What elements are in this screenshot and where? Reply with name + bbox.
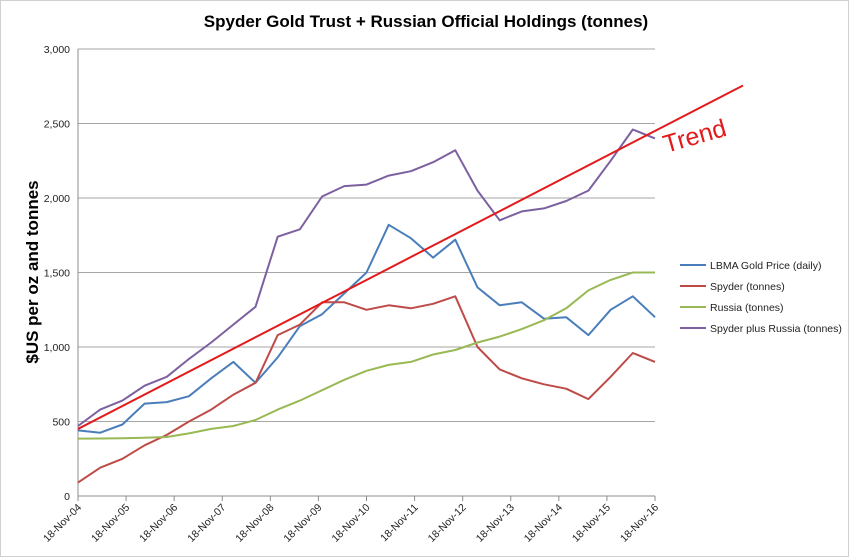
legend: LBMA Gold Price (daily) Spyder (tonnes) Ru… [680,260,842,335]
x-tick-label: 18-Nov-12 [426,502,469,545]
chart-title: Spyder Gold Trust + Russian Official Hol… [204,12,648,31]
y-tick-label: 2,500 [44,119,70,131]
trend-annotation: Trend [660,114,730,159]
x-tick-label: 18-Nov-05 [89,502,132,545]
x-tick-label: 18-Nov-07 [185,502,228,545]
trend-layer: Trend [77,84,744,430]
x-tick-label: 18-Nov-15 [570,502,613,545]
x-tick-label: 18-Nov-06 [137,502,180,545]
series-lines [77,128,656,484]
series-line-3 [77,128,656,427]
legend-label: Spyder (tonnes) [710,281,785,293]
y-tick-label: 1,000 [44,342,70,354]
x-tick-label: 18-Nov-16 [618,502,661,545]
x-tick-label: 18-Nov-08 [233,502,276,545]
y-tick-label: 3,000 [44,44,70,56]
series-line-0 [77,223,656,434]
y-tick-label: 500 [52,417,70,429]
legend-label: LBMA Gold Price (daily) [710,260,821,272]
x-tick-label: 18-Nov-13 [474,502,517,545]
legend-label: Russia (tonnes) [710,302,784,314]
y-tick-label: 2,000 [44,193,70,205]
x-tick-label: 18-Nov-10 [329,502,372,545]
x-tick-label: 18-Nov-09 [281,502,324,545]
y-tick-label: 0 [64,491,70,503]
x-tick-label: 18-Nov-14 [522,502,565,545]
y-axis-label: $US per oz and tonnes [23,180,42,363]
gridlines: 0 500 1,000 1,500 2,000 2,500 3,000 [44,44,655,503]
y-tick-label: 1,500 [44,268,70,280]
x-tick-label: 18-Nov-04 [41,502,84,545]
trend-line [77,84,744,430]
series-line-1 [77,295,656,484]
x-tick-label: 18-Nov-11 [378,502,421,545]
legend-label: Spyder plus Russia (tonnes) [710,323,842,335]
series-line-2 [77,271,655,440]
